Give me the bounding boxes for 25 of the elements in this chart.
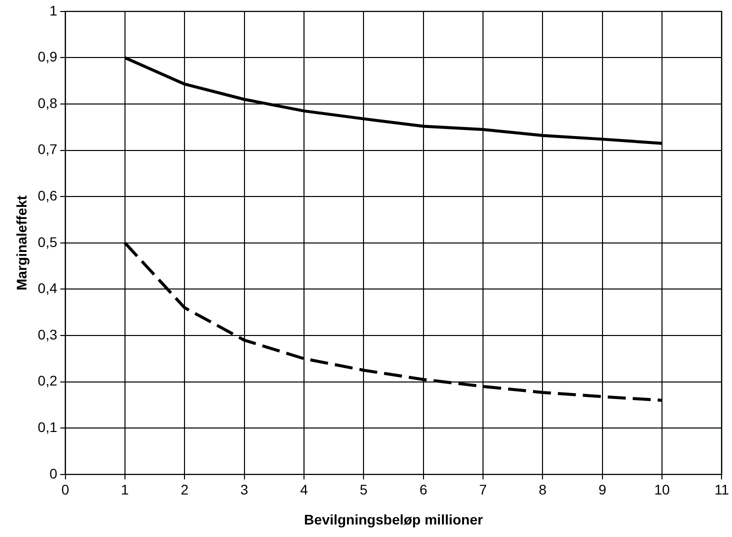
y-tick-label: 0,1 bbox=[38, 418, 58, 435]
y-tick-label: 0,5 bbox=[38, 234, 58, 250]
y-tick-label: 0,6 bbox=[38, 187, 58, 204]
y-tick-label: 0,2 bbox=[38, 372, 58, 389]
y-tick-label: 0,4 bbox=[38, 280, 58, 296]
y-tick-label: 1 bbox=[49, 2, 58, 18]
x-tick-label: 5 bbox=[360, 482, 368, 498]
x-tick-label: 8 bbox=[538, 482, 547, 498]
x-tick-label: 2 bbox=[180, 482, 189, 498]
x-tick-label: 9 bbox=[598, 482, 606, 498]
x-tick-label: 10 bbox=[654, 482, 670, 498]
y-tick-label: 0 bbox=[49, 465, 58, 482]
x-tick-label: 3 bbox=[240, 482, 248, 498]
y-tick-label: 0,9 bbox=[38, 48, 58, 65]
y-tick-label: 0,3 bbox=[38, 326, 58, 342]
x-tick-label: 7 bbox=[479, 482, 488, 498]
x-axis-title: Bevilgningsbeløp millioner bbox=[304, 511, 484, 528]
x-tick-label: 1 bbox=[121, 482, 130, 498]
x-tick-label: 11 bbox=[714, 482, 730, 498]
y-axis-title: Marginaleffekt bbox=[13, 195, 30, 290]
x-tick-label: 0 bbox=[61, 482, 70, 498]
x-tick-label: 6 bbox=[419, 482, 428, 498]
y-tick-label: 0,8 bbox=[38, 94, 58, 111]
y-tick-label: 0,7 bbox=[38, 141, 58, 158]
x-tick-label: 4 bbox=[300, 482, 308, 498]
